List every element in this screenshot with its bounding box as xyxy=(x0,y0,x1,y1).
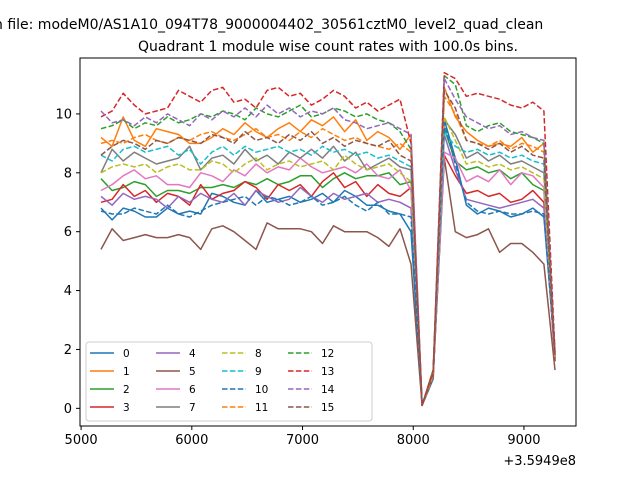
legend-label-11: 11 xyxy=(255,402,268,414)
series-line-1 xyxy=(100,86,556,407)
series-line-14 xyxy=(100,77,556,407)
legend-label-13: 13 xyxy=(321,366,334,378)
y-tick-label: 10 xyxy=(55,107,72,122)
legend-label-15: 15 xyxy=(321,402,334,414)
series-line-12 xyxy=(100,74,556,407)
x-offset-label: +3.5949e8 xyxy=(503,454,576,469)
x-tick-label: 7000 xyxy=(286,433,319,448)
legend-label-7: 7 xyxy=(189,402,196,414)
figure-suptitle: n file: modeM0/AS1A10_094T78_9000004402_… xyxy=(0,17,543,33)
chart-title: Quadrant 1 module wise count rates with … xyxy=(138,39,518,55)
series-line-4 xyxy=(100,133,556,407)
series-line-8 xyxy=(100,116,556,407)
x-tick-label: 9000 xyxy=(507,433,540,448)
legend-label-6: 6 xyxy=(189,384,196,396)
legend-label-5: 5 xyxy=(189,366,196,378)
y-tick-label: 8 xyxy=(64,166,72,181)
series-line-6 xyxy=(100,151,556,407)
series-line-13 xyxy=(100,71,556,407)
legend-label-1: 1 xyxy=(123,366,130,378)
legend-label-2: 2 xyxy=(123,384,130,396)
y-tick-label: 4 xyxy=(64,284,72,299)
legend-label-10: 10 xyxy=(255,384,268,396)
series-line-7 xyxy=(100,119,556,407)
legend-label-8: 8 xyxy=(255,348,262,360)
y-tick-label: 0 xyxy=(64,402,72,417)
plot-lines xyxy=(100,71,556,407)
series-line-10 xyxy=(100,122,556,407)
x-tick-label: 5000 xyxy=(65,433,98,448)
x-tick-label: 8000 xyxy=(397,433,430,448)
y-tick-label: 6 xyxy=(64,225,72,240)
legend-label-12: 12 xyxy=(321,348,334,360)
series-line-2 xyxy=(100,127,556,407)
legend-frame xyxy=(85,341,373,422)
series-line-3 xyxy=(100,154,556,407)
legend-label-14: 14 xyxy=(321,384,335,396)
legend-label-0: 0 xyxy=(123,348,130,360)
x-tick-label: 6000 xyxy=(175,433,208,448)
legend-label-9: 9 xyxy=(255,366,262,378)
y-tick-label: 2 xyxy=(64,343,72,358)
x-axis: 5000 6000 7000 8000 9000 xyxy=(65,426,541,448)
series-line-5 xyxy=(100,157,556,407)
legend-label-3: 3 xyxy=(123,402,130,414)
legend-label-4: 4 xyxy=(189,348,196,360)
series-line-15 xyxy=(100,89,556,407)
y-axis: 0 2 4 6 8 10 xyxy=(55,107,80,417)
series-line-9 xyxy=(100,130,556,407)
axes-frame xyxy=(79,57,577,427)
